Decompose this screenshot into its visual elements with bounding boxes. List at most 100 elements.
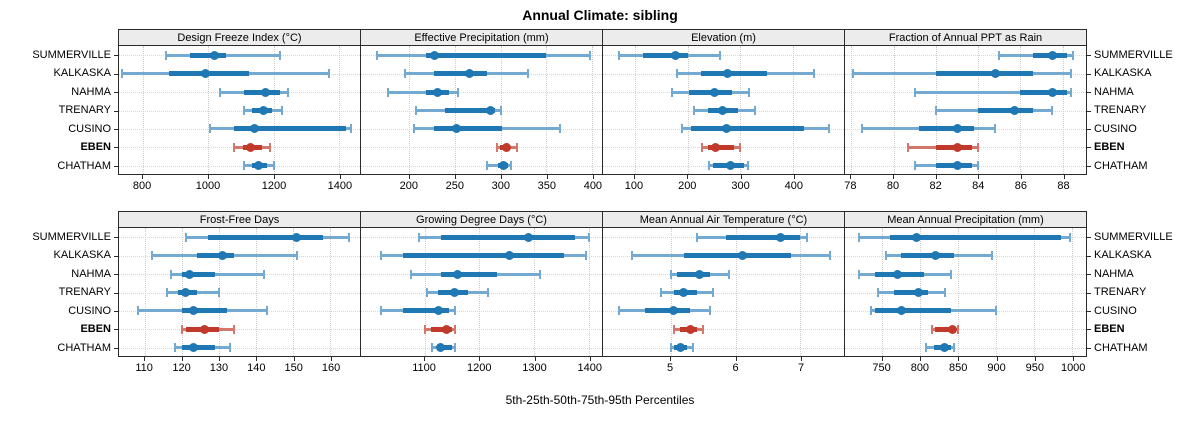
axis-tick-label: 750 (872, 362, 891, 374)
whisker-cap (711, 288, 714, 297)
median-dot (952, 142, 962, 152)
axis-tick-label: 800 (910, 362, 930, 374)
gridline (339, 46, 341, 174)
axis-tick-label: 82 (929, 180, 942, 192)
median-dot (1047, 87, 1057, 97)
row-guide (119, 165, 360, 167)
whisker-cap (266, 306, 269, 316)
axis-tick (850, 175, 852, 179)
axis-tick-label: 250 (445, 180, 464, 192)
median-dot (188, 343, 198, 353)
whisker-cap (670, 87, 673, 97)
median-dot (695, 269, 705, 279)
median-dot (990, 69, 1000, 79)
site-label-right: CUSINO (1094, 122, 1137, 135)
median-dot (524, 232, 534, 242)
gridline (893, 46, 895, 174)
site-edge-tick (1087, 255, 1091, 257)
gridline (409, 46, 411, 174)
whisker-cap (499, 106, 502, 115)
chart-area: SUMMERVILLE KALKASKA NAHMA TRENARY CUSINO EBE… (0, 29, 1200, 381)
site-label-right: EBEN (1094, 323, 1125, 336)
whisker-cap (229, 343, 232, 353)
axis-tick-label: 1100 (412, 362, 436, 374)
gridline (424, 228, 426, 356)
median-dot (218, 251, 228, 261)
panel: Effective Precipitation (mm) 200 250 300 350… (360, 29, 603, 199)
plot-area (602, 228, 845, 357)
site-edge-tick (114, 147, 118, 149)
whisker-cap (414, 106, 417, 115)
axis-tick (670, 357, 672, 361)
site-edge-tick (114, 55, 118, 57)
median-dot (710, 142, 720, 152)
site-edge-tick (114, 347, 118, 349)
axis-tick-label: 78 (844, 180, 857, 192)
axis-tick-label: 100 (624, 180, 644, 192)
median-dot (465, 69, 475, 79)
axis-tick-label: 130 (209, 362, 229, 374)
site-label-left: KALKASKA (53, 67, 111, 80)
median-dot (199, 324, 209, 334)
axis-tick-label: 7 (798, 362, 805, 374)
whisker (388, 90, 458, 94)
iqr-bar (444, 108, 496, 113)
axis-tick-label: 1300 (522, 362, 547, 374)
iqr-bar (440, 271, 498, 277)
gridline (687, 46, 689, 174)
axis-tick (919, 357, 921, 361)
site-label-gutter-right: SUMMERVILLE KALKASKA NAHMA TRENARY CUSINO EBE… (1087, 29, 1200, 199)
plot-area (602, 46, 845, 175)
axis-tick (589, 357, 591, 361)
iqr-bar (234, 126, 346, 132)
median-dot (952, 124, 962, 134)
median-dot (188, 306, 198, 316)
site-label-right: CHATHAM (1094, 341, 1148, 354)
whisker-cap (869, 306, 872, 316)
panel-title: Growing Degree Days (°C) (360, 211, 603, 228)
site-edge-tick (114, 110, 118, 112)
axis-tick-label: 400 (583, 180, 603, 192)
whisker-cap (208, 124, 211, 134)
median-dot (726, 161, 736, 171)
axis-tick-label: 800 (132, 180, 152, 192)
whisker-cap (423, 324, 426, 334)
panel-title: Fraction of Annual PPT as Rain (844, 29, 1087, 46)
axis-tick-label: 850 (949, 362, 968, 374)
site-label-right: NAHMA (1094, 85, 1134, 98)
site-label-left: CUSINO (68, 122, 111, 135)
median-dot (498, 161, 508, 171)
axis-tick (687, 175, 689, 179)
whisker-cap (943, 288, 946, 297)
axis-tick-label: 140 (247, 362, 266, 374)
median-dot (947, 324, 957, 334)
axis-tick (1063, 175, 1065, 179)
plot-area (118, 228, 361, 357)
whisker-cap (379, 306, 382, 316)
site-label-right: SUMMERVILLE (1094, 49, 1173, 61)
whisker-cap (913, 87, 916, 97)
site-label-left: EBEN (80, 323, 111, 336)
plot-area (118, 46, 361, 175)
x-axis: 100 200 300 400 (602, 175, 845, 199)
site-edge-tick (114, 165, 118, 167)
whisker-cap (151, 251, 154, 261)
gridline (1034, 228, 1036, 356)
site-label-gutter-left: SUMMERVILLE KALKASKA NAHMA TRENARY CUSINO EBE… (0, 29, 118, 199)
row-guide (361, 347, 602, 349)
whisker-cap (991, 251, 994, 261)
whisker-cap (379, 251, 382, 261)
whisker-cap (453, 324, 456, 334)
axis-tick (978, 175, 980, 179)
whisker-cap (1069, 232, 1072, 242)
gridline (793, 46, 795, 174)
whisker-cap (913, 161, 916, 171)
site-edge-tick (1087, 73, 1091, 75)
site-edge-tick (1087, 110, 1091, 112)
iqr-bar (918, 126, 974, 132)
gridline (534, 228, 536, 356)
row-guide (361, 329, 602, 331)
iqr-bar (643, 52, 688, 58)
median-dot (892, 269, 902, 279)
whisker-cap (1070, 69, 1073, 79)
